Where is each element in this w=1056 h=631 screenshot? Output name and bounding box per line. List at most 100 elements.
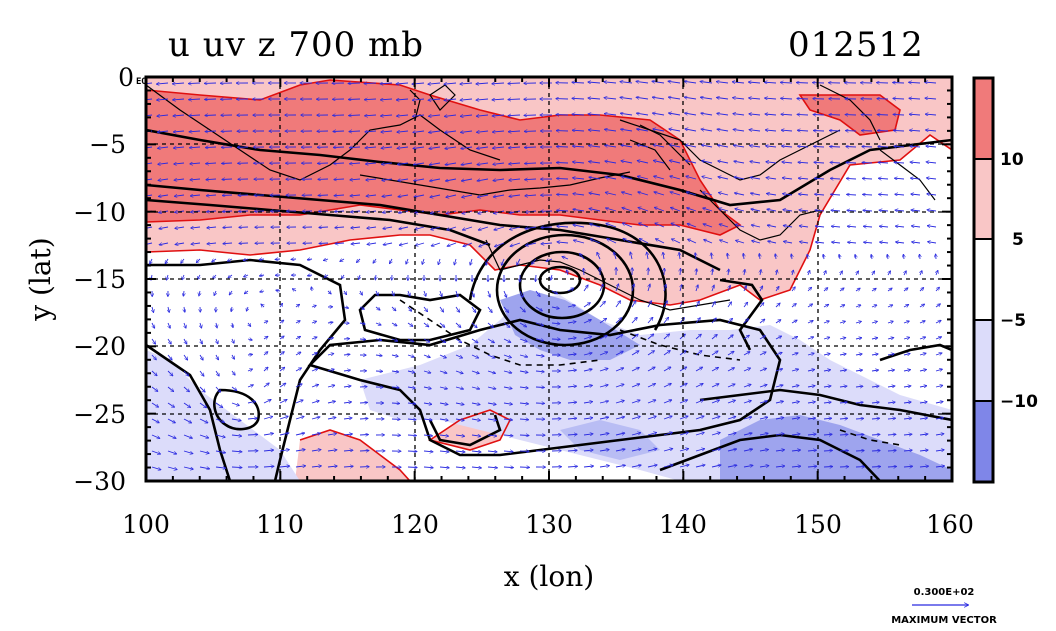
wind-vector-arrow (207, 227, 217, 228)
wind-vector-arrow (830, 162, 841, 163)
wind-vector-arrow (557, 226, 569, 227)
wind-vector-arrow (632, 284, 634, 292)
wind-vector-arrow (455, 387, 463, 389)
wind-vector-arrow (477, 163, 489, 165)
wind-vector-arrow (791, 385, 799, 387)
wind-vector-arrow (415, 226, 425, 229)
wind-vector-arrow (791, 353, 798, 355)
wind-vector-arrow (295, 417, 304, 420)
colorbar-label: 5 (1012, 230, 1024, 250)
wind-vector-arrow (398, 195, 409, 197)
wind-vector-arrow (686, 161, 697, 164)
wind-vector-arrow (750, 177, 761, 179)
wind-vector-arrow (158, 179, 169, 180)
wind-vector-arrow (846, 147, 857, 148)
wind-vector-arrow (887, 338, 894, 339)
wind-vector-arrow (263, 450, 274, 451)
wind-vector-arrow (391, 339, 398, 341)
wind-vector-arrow (396, 83, 409, 84)
wind-vector-arrow (327, 401, 335, 403)
wind-vector-arrow (807, 337, 814, 339)
wind-vector-arrow (855, 354, 862, 355)
wind-vector-arrow (935, 337, 941, 339)
wind-vector-arrow (743, 401, 751, 404)
wind-vector-arrow (887, 467, 896, 468)
wind-vector-arrow (823, 255, 824, 260)
wind-vector-arrow (878, 131, 889, 132)
wind-vector-arrow (887, 354, 894, 355)
wind-vector-arrow (814, 131, 825, 132)
wind-vector-arrow (407, 451, 417, 452)
wind-vector-arrow (343, 307, 348, 308)
wind-vector-arrow (471, 419, 480, 420)
wind-vector-arrow (727, 433, 736, 436)
wind-vector-arrow (743, 465, 753, 467)
wind-vector-arrow (823, 386, 831, 387)
wind-vector-arrow (430, 178, 441, 181)
wind-vector-arrow (700, 82, 713, 84)
wind-vector-arrow (685, 97, 697, 100)
wind-vector-arrow (471, 306, 476, 312)
wind-vector-arrow (605, 145, 617, 147)
wind-vector-arrow (423, 338, 430, 342)
wind-vector-arrow (508, 131, 521, 132)
wind-vector-arrow (216, 322, 217, 328)
y-tick-label: 0 (118, 63, 134, 92)
wind-vector-arrow (190, 147, 201, 148)
wind-vector-arrow (781, 130, 793, 131)
wind-vector-arrow (215, 451, 225, 453)
wind-vector-arrow (631, 465, 641, 467)
wind-vector-arrow (311, 450, 321, 451)
wind-vector-arrow (391, 403, 400, 404)
wind-vector-arrow (744, 270, 745, 276)
wind-vector-arrow (508, 99, 521, 100)
wind-vector-arrow (807, 321, 813, 323)
wind-vector-arrow (423, 371, 431, 373)
wind-vector-arrow (670, 176, 681, 180)
wind-vector-arrow (895, 210, 905, 211)
wind-vector-arrow (703, 192, 713, 196)
wind-vector-arrow (775, 466, 785, 467)
y-tick-eq-suffix: EQ (136, 77, 147, 87)
colorbar-bin-dark-red (974, 78, 993, 159)
wind-vector-arrow (525, 195, 537, 196)
x-tick-label: 110 (256, 510, 304, 539)
wind-vector-arrow (727, 351, 734, 356)
wind-vector-arrow (911, 210, 921, 211)
wind-vector-arrow (663, 301, 667, 308)
wind-vector-arrow (311, 466, 321, 467)
wind-vector-arrow (935, 450, 944, 451)
wind-vector-arrow (509, 163, 521, 164)
wind-vector-arrow (365, 115, 377, 116)
wind-vector-arrow (871, 255, 872, 260)
wind-vector-arrow (293, 289, 297, 291)
wind-vector-arrow (397, 115, 409, 116)
wind-vector-arrow (279, 383, 286, 388)
wind-vector-arrow (231, 419, 241, 421)
wind-vector-arrow (382, 163, 393, 164)
wind-vector-arrow (878, 146, 889, 147)
wind-vector-arrow (423, 403, 432, 404)
wind-vector-arrow (174, 147, 185, 148)
wind-vector-arrow (503, 387, 512, 389)
wind-vector-arrow (493, 131, 505, 132)
wind-vector-arrow (781, 114, 793, 115)
wind-vector-arrow (396, 99, 409, 100)
wind-vector-arrow (631, 433, 641, 436)
wind-vector-arrow (461, 163, 473, 165)
wind-vector-arrow (525, 179, 537, 180)
wind-vector-arrow (663, 367, 671, 372)
wind-vector-arrow (750, 161, 761, 163)
wind-vector-arrow (228, 275, 233, 278)
wind-vector-arrow (718, 177, 729, 180)
wind-vector-arrow (711, 318, 716, 324)
wind-vector-arrow (508, 83, 521, 84)
wind-vector-arrow (717, 98, 729, 100)
wind-vector-arrow (397, 131, 409, 132)
wind-vector-arrow (519, 290, 523, 297)
wind-vector-arrow (671, 208, 681, 212)
wind-vector-arrow (823, 337, 830, 339)
wind-vector-arrow (423, 387, 431, 389)
wind-vector-arrow (807, 287, 811, 292)
wind-vector-arrow (551, 307, 559, 309)
